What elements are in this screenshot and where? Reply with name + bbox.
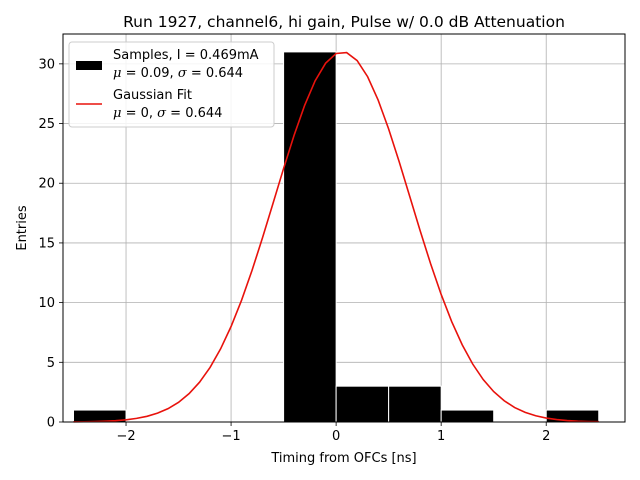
y-axis-label: Entries — [15, 205, 30, 251]
y-tick-label: 20 — [38, 177, 55, 192]
legend-samples-stats: μ = 0.09, σ = 0.644 — [113, 66, 243, 81]
y-tick-label: 5 — [47, 356, 55, 371]
histogram-bar — [283, 51, 337, 423]
y-tick-label: 10 — [38, 296, 55, 311]
y-axis-ticks: 0 5 10 15 20 25 30 — [38, 57, 63, 431]
histogram-bars — [73, 51, 600, 423]
x-tick-label: 0 — [332, 429, 340, 444]
histogram-bar — [388, 385, 442, 423]
x-tick-label: 1 — [437, 429, 445, 444]
x-axis-ticks: −2 −1 0 1 2 — [116, 422, 550, 444]
legend-fit-stats: μ = 0, σ = 0.644 — [113, 106, 222, 121]
y-tick-label: 25 — [38, 117, 55, 132]
plot-frame — [62, 33, 626, 423]
x-tick-label: −2 — [116, 429, 135, 444]
legend-samples-swatch — [76, 61, 102, 70]
x-tick-label: −1 — [221, 429, 240, 444]
y-tick-label: 30 — [38, 57, 55, 72]
x-tick-label: 2 — [542, 429, 550, 444]
histogram-bar — [335, 385, 390, 423]
gaussian-fit-line — [73, 51, 599, 423]
legend-box — [68, 41, 275, 128]
y-tick-label: 0 — [47, 416, 55, 431]
legend-fit-label: Gaussian Fit — [113, 88, 192, 103]
y-tick-label: 15 — [38, 236, 55, 251]
histogram-bar — [440, 409, 495, 423]
x-axis-label: Timing from OFCs [ns] — [270, 451, 416, 466]
legend: Samples, I = 0.469mA μ = 0.09, σ = 0.644… — [68, 41, 275, 128]
chart-title: Run 1927, channel6, hi gain, Pulse w/ 0.… — [123, 13, 565, 31]
legend-samples-label: Samples, I = 0.469mA — [113, 48, 259, 63]
